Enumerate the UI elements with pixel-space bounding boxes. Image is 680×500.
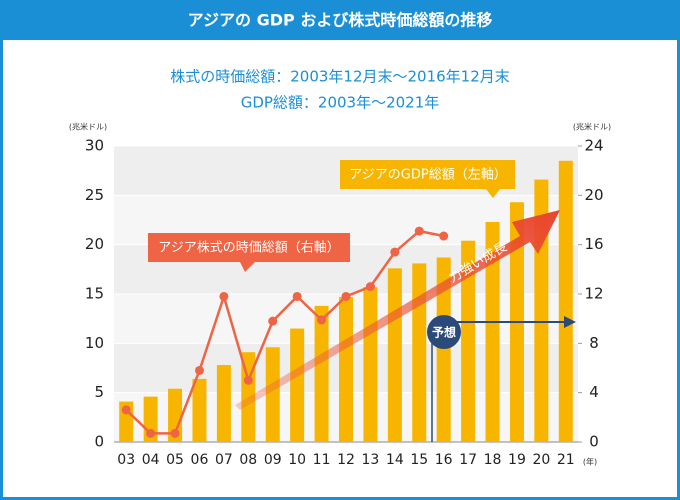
x-axis-label: (年) bbox=[583, 457, 597, 467]
marker bbox=[317, 315, 327, 325]
bar bbox=[436, 257, 451, 442]
y-tick-label: 10 bbox=[85, 334, 104, 352]
bar bbox=[265, 347, 280, 442]
y-tick-label: 15 bbox=[85, 285, 104, 303]
y-tick-label: 20 bbox=[85, 235, 104, 253]
y-axis-label: (兆米ドル) bbox=[69, 122, 107, 132]
marker bbox=[146, 428, 156, 438]
y-tick-label: 30 bbox=[85, 137, 104, 155]
x-tick-label: 10 bbox=[288, 452, 306, 468]
legend-label: アジアのGDP総額（左軸） bbox=[349, 168, 506, 183]
x-tick-label: 12 bbox=[337, 452, 355, 468]
bar bbox=[485, 221, 500, 442]
marker bbox=[439, 231, 449, 241]
marker bbox=[194, 365, 204, 375]
marker bbox=[268, 316, 278, 326]
bar bbox=[192, 378, 207, 442]
bar bbox=[216, 365, 231, 442]
y2-tick-label: 12 bbox=[584, 285, 603, 303]
x-tick-label: 08 bbox=[239, 452, 257, 468]
bar bbox=[168, 388, 183, 442]
x-tick-label: 07 bbox=[215, 452, 233, 468]
marker bbox=[414, 226, 424, 236]
header-bar bbox=[3, 3, 677, 40]
marker bbox=[170, 428, 180, 438]
forecast-badge bbox=[427, 315, 461, 349]
x-tick-label: 05 bbox=[166, 452, 184, 468]
legend-label: アジア株式の時価総額（右軸） bbox=[158, 241, 339, 256]
x-tick-label: 14 bbox=[386, 452, 404, 468]
y2-axis-label: (兆米ドル) bbox=[573, 122, 611, 132]
x-tick-label: 09 bbox=[264, 452, 282, 468]
legend-box bbox=[148, 233, 350, 272]
x-tick-label: 17 bbox=[459, 452, 477, 468]
bar bbox=[339, 296, 353, 442]
legend-box bbox=[340, 160, 515, 198]
x-tick-label: 16 bbox=[435, 452, 453, 468]
y-tick-label: 25 bbox=[85, 186, 104, 204]
y2-tick-label: 4 bbox=[589, 383, 599, 401]
marker bbox=[390, 247, 400, 257]
x-tick-label: 11 bbox=[313, 452, 331, 468]
x-tick-label: 13 bbox=[362, 452, 380, 468]
x-tick-label: 03 bbox=[117, 452, 135, 468]
growth-arrow bbox=[235, 210, 560, 410]
y2-tick-label: 0 bbox=[589, 433, 599, 451]
bar bbox=[363, 287, 378, 442]
x-tick-label: 21 bbox=[557, 452, 575, 468]
y2-tick-label: 8 bbox=[589, 334, 599, 352]
y2-tick-label: 16 bbox=[584, 235, 603, 253]
y2-tick-label: 20 bbox=[584, 186, 603, 204]
forecast-arrowhead bbox=[564, 316, 576, 328]
bar bbox=[290, 328, 305, 442]
chart-title: アジアの GDP および株式時価総額の推移 bbox=[188, 11, 493, 30]
x-tick-label: 04 bbox=[142, 452, 160, 468]
marker bbox=[219, 291, 229, 301]
bar bbox=[558, 160, 573, 443]
x-tick-label: 18 bbox=[484, 452, 502, 468]
bar bbox=[461, 240, 476, 442]
y-tick-label: 0 bbox=[94, 433, 104, 451]
bar bbox=[314, 305, 329, 442]
x-tick-label: 06 bbox=[191, 452, 209, 468]
marker bbox=[121, 405, 131, 415]
annotation: 予想 bbox=[432, 325, 456, 340]
x-tick-label: 20 bbox=[532, 452, 550, 468]
marker bbox=[292, 291, 302, 301]
y-tick-label: 5 bbox=[94, 383, 104, 401]
bar bbox=[412, 263, 427, 442]
y2-tick-label: 24 bbox=[584, 137, 603, 155]
marker bbox=[243, 375, 253, 385]
bar bbox=[387, 268, 402, 442]
line bbox=[125, 229, 444, 435]
marker bbox=[341, 291, 351, 301]
marker bbox=[365, 282, 375, 292]
subtitle: GDP総額：2003年～2021年 bbox=[241, 94, 440, 112]
x-tick-label: 15 bbox=[410, 452, 428, 468]
subtitle: 株式の時価総額：2003年12月末～2016年12月末 bbox=[170, 68, 510, 86]
x-tick-label: 19 bbox=[508, 452, 526, 468]
